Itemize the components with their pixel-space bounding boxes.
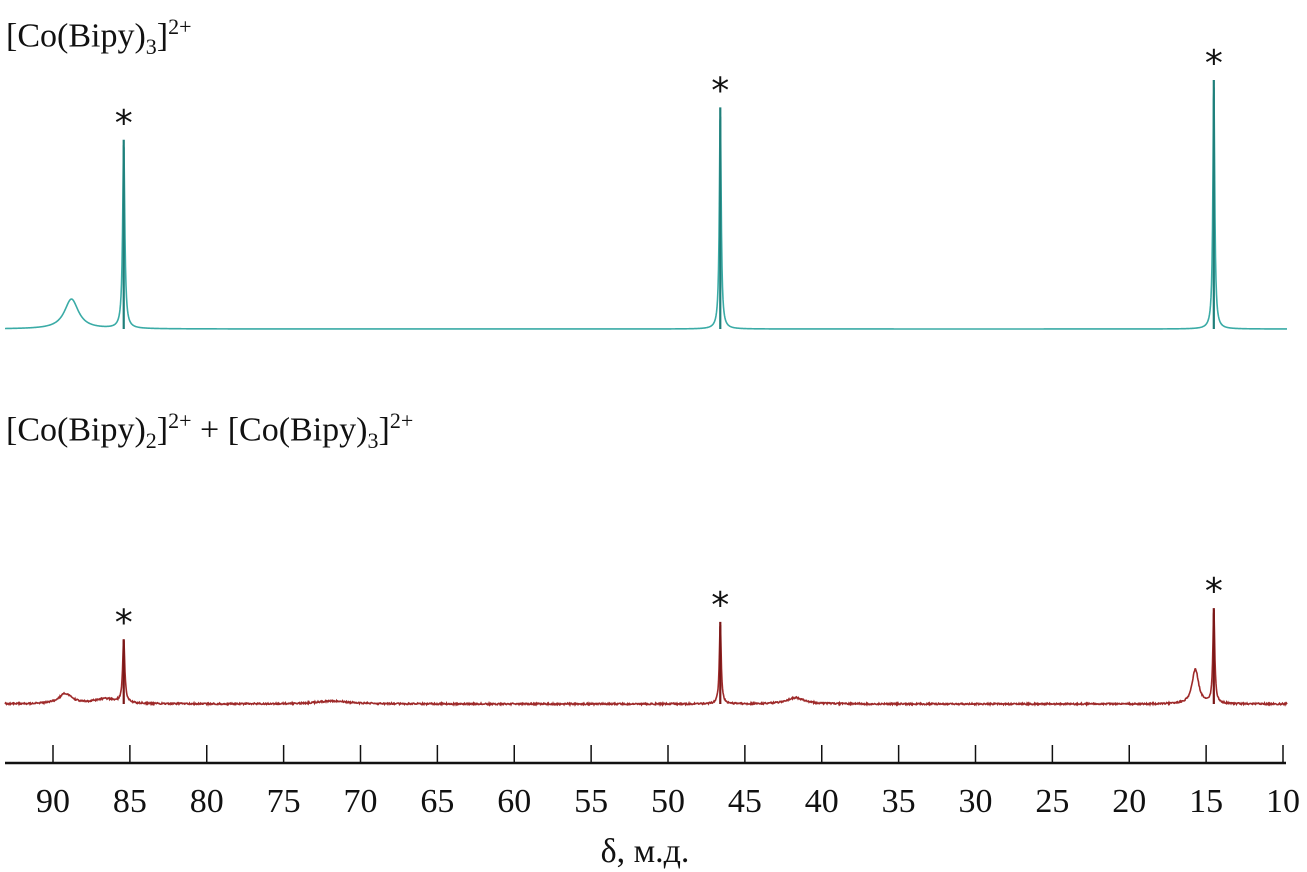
title-text: [Co(Bipy): [227, 411, 368, 449]
title-text: ]: [378, 411, 390, 449]
x-tick-label: 15: [1189, 783, 1223, 820]
title-text: ]: [156, 17, 169, 55]
x-tick-label: 40: [805, 783, 839, 820]
peak-marker: *: [115, 602, 133, 643]
spectrum-1-title: [Co(Bipy)3]2+: [6, 14, 192, 60]
x-tick-label: 45: [728, 783, 762, 820]
x-axis-label: δ, м.д.: [601, 833, 690, 870]
x-tick-label: 55: [574, 783, 608, 820]
spectrum-2-title: [Co(Bipy)2]2+ + [Co(Bipy)3]2+: [6, 408, 413, 454]
title-text: [Co(Bipy): [6, 411, 146, 449]
x-tick-label: 35: [882, 783, 916, 820]
spectrum-line-2: [4, 609, 1288, 708]
title-text: +: [191, 411, 228, 449]
x-tick-label: 25: [1035, 783, 1069, 820]
x-tick-label: 70: [344, 783, 378, 820]
x-tick-label: 20: [1112, 783, 1146, 820]
title-text: [Co(Bipy): [6, 17, 146, 55]
peak-marker: *: [711, 70, 729, 111]
x-tick-label: 90: [36, 783, 70, 820]
title-text: ]: [156, 411, 169, 449]
title-subscript: 3: [367, 428, 379, 454]
x-tick-label: 80: [190, 783, 224, 820]
title-superscript: 2+: [168, 408, 192, 433]
x-tick-label: 10: [1266, 783, 1300, 820]
x-tick-label: 75: [267, 783, 301, 820]
title-subscript: 2: [145, 428, 157, 454]
peak-marker: *: [1205, 571, 1223, 612]
x-tick-label: 85: [113, 783, 147, 820]
spectrum-line-1: [5, 87, 1287, 330]
peak-marker: *: [1205, 43, 1223, 84]
x-tick-label: 65: [420, 783, 454, 820]
peak-marker: *: [115, 103, 133, 144]
x-tick-label: 60: [497, 783, 531, 820]
peak-marker: *: [711, 585, 729, 626]
x-tick-label: 50: [651, 783, 685, 820]
title-superscript: 2+: [168, 14, 192, 39]
title-superscript: 2+: [389, 408, 414, 433]
x-tick-label: 30: [959, 783, 993, 820]
title-subscript: 3: [145, 34, 157, 60]
